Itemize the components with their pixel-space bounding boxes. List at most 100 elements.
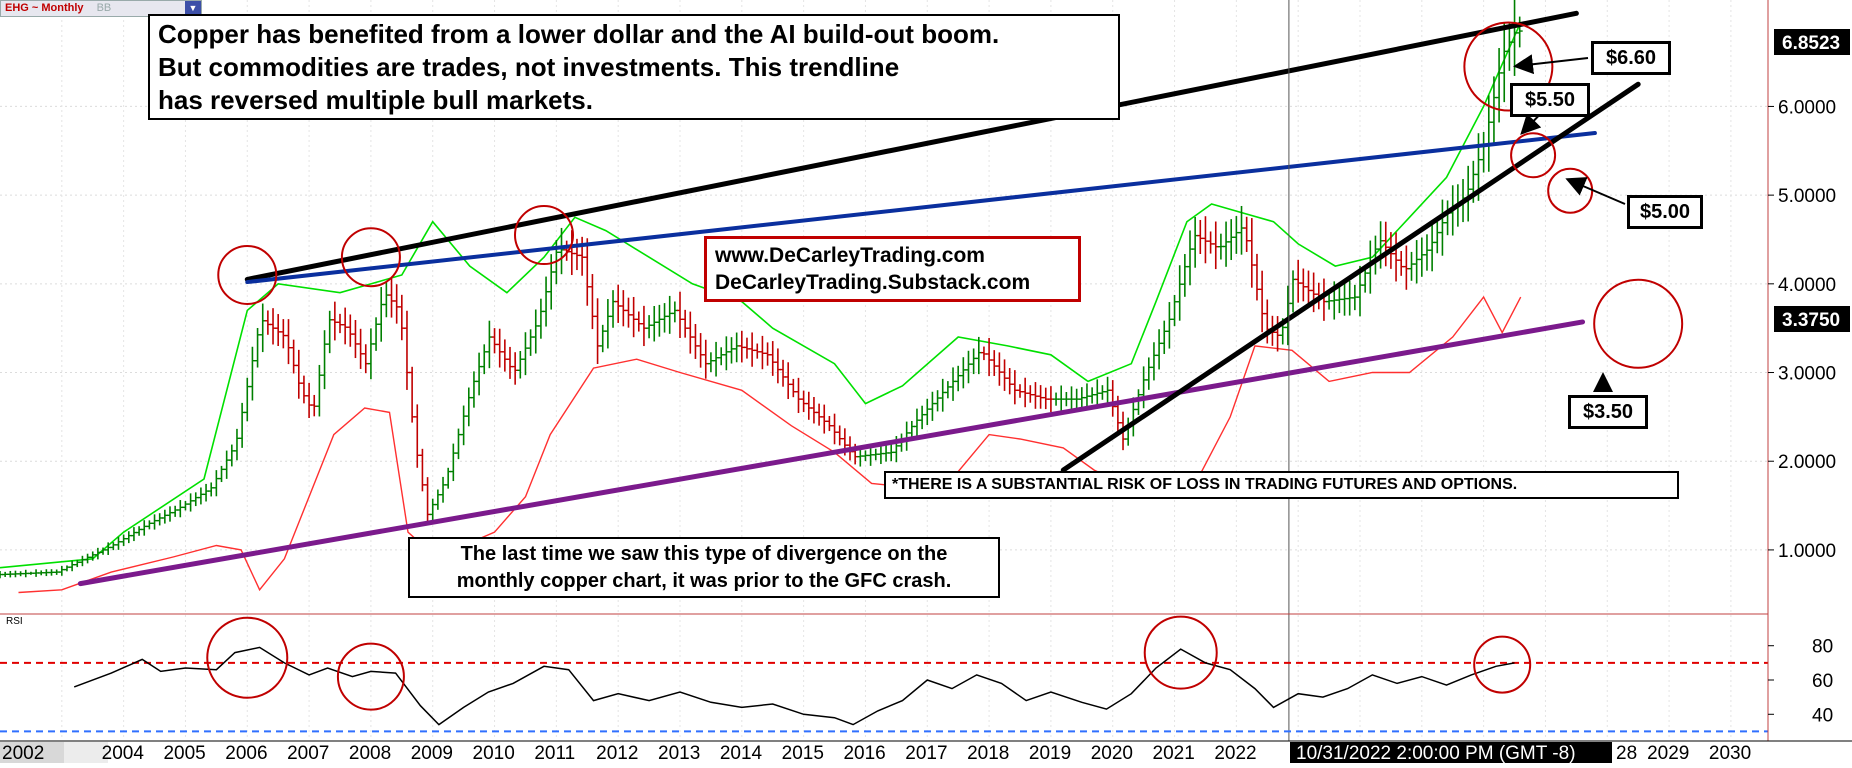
price-bar <box>872 448 879 461</box>
price-bar <box>620 290 627 327</box>
price-bar <box>156 513 163 526</box>
price-bar <box>445 467 452 489</box>
time-axis-start-shade <box>0 742 64 763</box>
price-bar <box>295 349 302 399</box>
price-bar <box>342 307 349 345</box>
price-bar <box>630 296 637 338</box>
price-bar <box>1511 0 1518 76</box>
cursor-price-flag <box>1774 306 1850 332</box>
last-price-label: 6.8523 <box>1782 33 1840 54</box>
price-bar <box>522 332 529 376</box>
price-bar <box>388 278 395 318</box>
price-tick-label: 2.0000 <box>1778 452 1836 473</box>
time-tick-label: 2010 <box>473 743 515 763</box>
price-bar <box>1001 359 1008 391</box>
price-bar <box>218 465 225 483</box>
time-tick-label: 2015 <box>782 743 824 763</box>
price-bar <box>290 339 297 374</box>
price-bar <box>486 320 493 369</box>
price-bar <box>929 391 936 421</box>
price-bar <box>687 311 694 354</box>
price-bar <box>331 301 338 341</box>
chevron-down-icon[interactable]: ▼ <box>185 1 201 16</box>
price-bar <box>79 555 86 567</box>
time-tick-label: 28 <box>1616 743 1637 763</box>
time-tick-label: 2008 <box>349 743 391 763</box>
indicator-label: BB <box>96 2 112 14</box>
price-bar <box>182 501 189 511</box>
price-bar <box>810 396 817 424</box>
price-bar <box>393 284 400 324</box>
price-bar <box>831 413 838 445</box>
price-bar <box>270 308 277 345</box>
price-bar <box>1058 385 1065 413</box>
price-bar <box>754 343 761 359</box>
price-bar <box>357 328 364 369</box>
price-bar <box>965 350 972 384</box>
price-label-5-00: $5.00 <box>1627 195 1703 229</box>
price-bar <box>1032 382 1039 409</box>
highlight-circle <box>1463 21 1554 112</box>
price-bar <box>1125 417 1132 446</box>
price-bar <box>1444 200 1451 236</box>
price-bar <box>1068 386 1075 412</box>
price-bar <box>733 332 740 363</box>
price-bar <box>311 394 318 417</box>
annotation-arrow <box>1565 177 1626 205</box>
cursor-time-gap <box>1614 742 1640 763</box>
price-bar <box>1042 387 1049 410</box>
price-bar <box>1233 216 1240 254</box>
price-bar <box>192 492 199 507</box>
price-bar <box>1351 284 1358 311</box>
price-bar <box>1259 270 1266 333</box>
price-bar <box>1506 22 1513 71</box>
price-label-5-50: $5.50 <box>1510 83 1590 117</box>
price-bar <box>517 351 524 379</box>
price-bar <box>17 571 24 577</box>
price-label-6-60: $6.60 <box>1591 41 1671 75</box>
price-bar <box>1223 221 1230 267</box>
price-bar <box>507 346 513 379</box>
price-bar <box>367 328 374 380</box>
trendline-mid <box>245 131 1597 285</box>
price-bar <box>579 236 586 276</box>
price-bar <box>208 482 215 497</box>
price-bar <box>939 378 946 412</box>
symbol-tag[interactable]: EHG ~ Monthly BB ▼ <box>0 0 202 17</box>
price-tick-label: 3.0000 <box>1778 364 1836 385</box>
price-bar <box>1053 392 1060 406</box>
cursor-price-label: 3.3750 <box>1782 310 1840 331</box>
price-bar <box>440 476 447 503</box>
price-bar <box>1274 316 1281 352</box>
price-bar <box>280 319 287 349</box>
price-bar <box>826 415 833 432</box>
price-bar <box>640 305 647 347</box>
price-bar <box>244 377 251 422</box>
time-tick-label: 2017 <box>905 743 947 763</box>
time-tick-label: 2030 <box>1709 743 1751 763</box>
last-price-flag <box>1774 29 1850 55</box>
price-bar <box>718 347 725 366</box>
price-bar <box>1197 219 1204 255</box>
highlight-circle <box>1593 278 1684 369</box>
price-bar <box>558 227 565 275</box>
price-bar <box>836 425 843 446</box>
price-bar <box>228 444 235 467</box>
price-bar <box>197 487 204 505</box>
price-bar <box>1047 386 1054 413</box>
price-bar <box>625 297 632 328</box>
time-tick-label: 2021 <box>1153 743 1195 763</box>
trendline-support <box>77 319 1586 587</box>
price-bar <box>749 332 756 367</box>
price-bar <box>409 366 416 423</box>
price-bar <box>187 493 194 512</box>
price-bar <box>1166 302 1173 349</box>
price-bar <box>470 371 477 408</box>
price-bar <box>666 295 673 334</box>
price-bar <box>53 569 60 575</box>
price-bar <box>1439 199 1446 256</box>
highlight-circle <box>514 205 574 266</box>
price-bar <box>800 390 807 413</box>
price-bar <box>1161 320 1168 354</box>
